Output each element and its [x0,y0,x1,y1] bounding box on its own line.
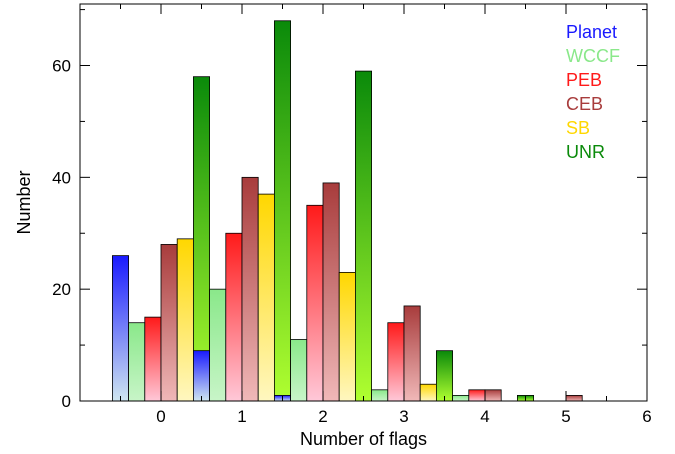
y-tick-label-60: 60 [52,57,71,76]
axis-ticks [79,4,648,402]
bar-sb-1 [257,193,275,402]
bar-wccf-0 [128,322,146,402]
bar-planet-0 [112,255,130,402]
y-axis-label: Number [14,170,34,234]
bar-ceb-1 [241,176,259,402]
bar-unr-1 [273,20,291,402]
bar-ceb-3 [403,305,421,402]
bar-sb-3 [419,383,437,402]
bar-ceb-2 [322,182,340,402]
bar-unr-2 [354,70,372,402]
bar-peb-1 [225,232,243,402]
bar-wccf-1 [209,288,227,402]
x-axis-label: Number of flags [300,429,427,449]
legend-item-planet: Planet [566,22,617,42]
bar-ceb-0 [160,244,178,402]
bar-ceb-5 [565,395,583,402]
bar-wccf-2 [290,339,308,402]
x-tick-labels: 0 1 2 3 4 5 6 [156,407,651,426]
legend-item-wccf: WCCF [566,46,620,66]
x-tick-label-0: 0 [156,407,165,426]
x-tick-label-1: 1 [237,407,246,426]
x-tick-label-5: 5 [561,407,570,426]
bar-planet-1 [192,350,210,402]
bar-peb-4 [468,389,486,402]
x-tick-label-6: 6 [642,407,651,426]
x-tick-label-2: 2 [318,407,327,426]
bar-unr-3 [435,350,453,402]
y-tick-labels: 0 20 40 60 [52,57,71,411]
bar-peb-3 [387,322,405,402]
legend-item-unr: UNR [566,142,605,162]
bar-ceb-4 [484,389,502,402]
bar-wccf-3 [371,389,389,402]
bar-sb-2 [338,271,356,402]
x-tick-label-4: 4 [480,407,489,426]
bars-group [112,20,583,402]
legend-item-ceb: CEB [566,94,603,114]
bar-wccf-4 [452,395,470,402]
legend: Planet WCCF PEB CEB SB UNR [566,22,620,162]
legend-item-sb: SB [566,118,590,138]
bar-sb-0 [176,238,194,402]
bar-peb-2 [306,204,324,402]
bar-peb-0 [144,316,162,402]
y-tick-label-40: 40 [52,168,71,187]
legend-item-peb: PEB [566,70,602,90]
y-tick-label-0: 0 [62,392,71,411]
x-tick-label-3: 3 [399,407,408,426]
y-tick-label-20: 20 [52,280,71,299]
